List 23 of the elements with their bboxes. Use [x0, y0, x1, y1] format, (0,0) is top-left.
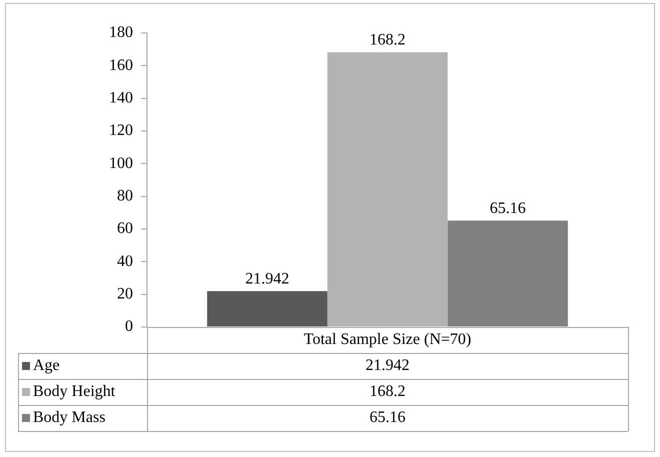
y-tick-label: 100 — [109, 154, 133, 172]
y-tick-label: 0 — [125, 318, 133, 336]
y-tick-label: 60 — [117, 220, 133, 238]
y-tick-label: 140 — [109, 90, 133, 107]
legend-label: Age — [33, 357, 60, 374]
y-tick-label: 20 — [117, 286, 133, 303]
y-tick-label: 80 — [117, 188, 133, 205]
y-tick-label: 180 — [109, 24, 133, 42]
bar — [327, 52, 448, 326]
y-tick-label: 40 — [117, 252, 133, 270]
data-label: 168.2 — [370, 31, 406, 48]
text: 168.2 — [370, 383, 406, 400]
y-tick-label: 120 — [109, 122, 133, 140]
x-tick-label: Total Sample Size (N=70) — [304, 331, 472, 348]
y-tick-label: 160 — [109, 56, 133, 74]
data-label: 65.16 — [490, 200, 526, 217]
text: 21.942 — [366, 357, 410, 374]
data-label: 21.942 — [245, 270, 290, 288]
legend-label: Body Mass — [33, 409, 106, 426]
text: 65.16 — [370, 409, 406, 426]
bar — [207, 291, 328, 326]
legend-label: Body Height — [33, 383, 116, 400]
bar — [448, 220, 568, 326]
